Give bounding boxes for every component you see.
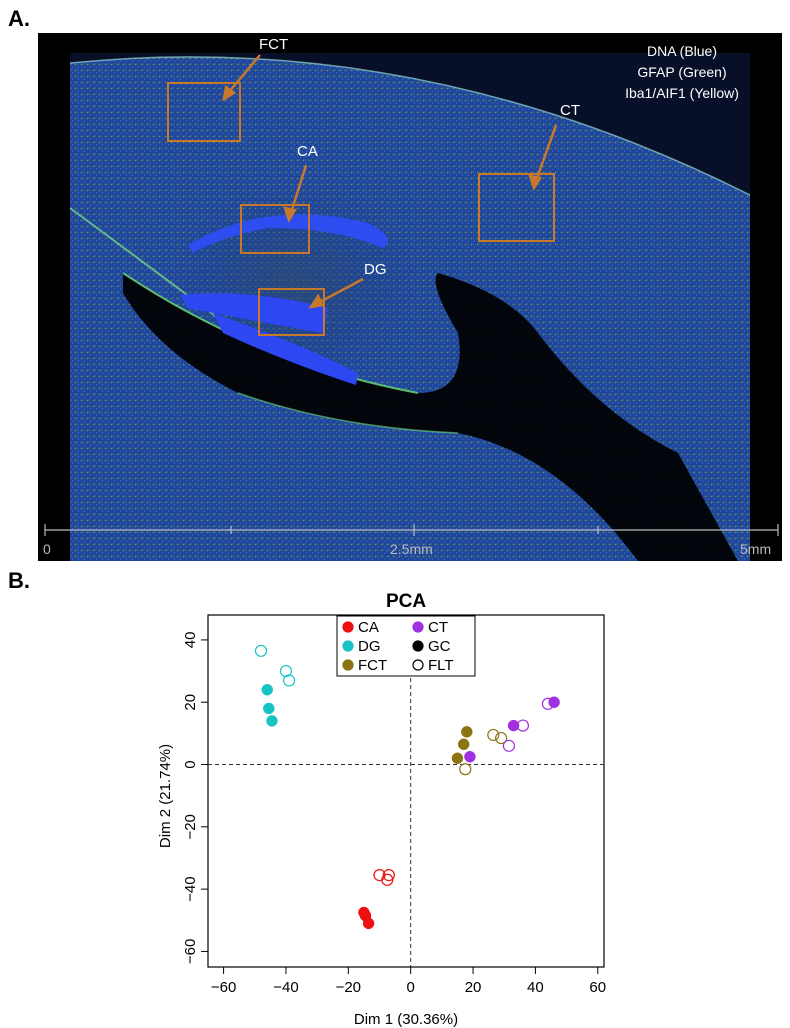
scale-label-0: 0 <box>43 541 51 557</box>
data-point-fct-filled <box>461 726 473 738</box>
y-tick-label: 40 <box>182 632 199 649</box>
roi-box-ct <box>478 173 555 242</box>
y-axis-label: Dim 2 (21.74%) <box>157 744 174 848</box>
legend-marker-flt <box>412 659 424 671</box>
data-point-ct-filled <box>507 719 520 732</box>
arrow-ca <box>289 164 308 214</box>
legend-label-ca: CA <box>358 619 379 636</box>
x-tick-label: −20 <box>336 979 361 996</box>
legend-marker-ca <box>342 621 354 633</box>
legend-iba1: Iba1/AIF1 (Yellow) <box>625 85 739 101</box>
y-tick-label: −20 <box>182 814 199 839</box>
scale-label-2-5mm: 2.5mm <box>390 541 433 557</box>
data-point-ct-open <box>541 697 554 710</box>
data-point-fct-open <box>487 728 500 742</box>
panel-a-label: A. <box>8 6 30 31</box>
data-point-ca-open <box>382 869 395 882</box>
scale-bar <box>44 524 779 536</box>
brain-micrograph: DNA (Blue) GFAP (Green) Iba1/AIF1 (Yello… <box>38 33 782 561</box>
data-point-fct-filled <box>451 752 464 765</box>
data-point-dg-open <box>282 674 296 687</box>
y-tick-label: 20 <box>182 694 199 711</box>
region-label-ca: CA <box>297 143 318 160</box>
legend-label-fct: FCT <box>358 657 387 674</box>
legend-box <box>336 615 476 677</box>
dg-band <box>180 293 358 385</box>
data-point-ct-filled <box>464 750 476 763</box>
data-point-dg-open <box>254 644 268 657</box>
x-tick-label: 0 <box>407 979 415 996</box>
x-tick-label: −60 <box>211 979 236 996</box>
chart-title: PCA <box>386 591 426 612</box>
legend-marker-fct <box>342 659 354 671</box>
legend-dna: DNA (Blue) <box>646 43 718 59</box>
y-tick-label: 0 <box>182 760 199 768</box>
ventricle <box>123 273 738 561</box>
data-point-fct-open <box>495 731 508 745</box>
data-point-ca-filled <box>362 917 375 930</box>
data-point-fct-filled <box>457 738 470 751</box>
arrow-fct <box>227 54 261 94</box>
legend-label-flt: FLT <box>428 657 454 674</box>
legend-marker-dg <box>342 640 354 652</box>
data-point-ct-open <box>516 719 530 732</box>
legend-gfap: GFAP (Green) <box>637 64 727 80</box>
scale-label-5mm: 5mm <box>740 541 772 557</box>
data-point-fct-open <box>459 763 472 776</box>
micrograph-drawing <box>44 53 779 561</box>
data-point-ct-open <box>502 739 515 752</box>
region-label-dg: DG <box>364 261 387 278</box>
x-tick-label: 60 <box>589 979 606 996</box>
data-point-dg-filled <box>266 715 278 727</box>
legend-label-gc: GC <box>428 638 451 655</box>
x-tick-label: 40 <box>527 979 544 996</box>
region-label-ct: CT <box>560 102 580 119</box>
x-axis-label: Dim 1 (30.36%) <box>354 1011 458 1028</box>
arrow-ct <box>534 124 558 182</box>
y-tick-label: −60 <box>182 939 199 964</box>
ca-band <box>188 214 388 253</box>
x-tick-label: −40 <box>273 979 298 996</box>
data-point-dg-filled <box>261 684 273 696</box>
data-point-dg-filled <box>263 702 275 715</box>
region-label-fct: FCT <box>259 36 289 53</box>
x-tick-label: 20 <box>465 979 482 996</box>
roi-box-ca <box>240 204 310 254</box>
arrow-dg <box>317 277 364 305</box>
pca-chart: PCA −60 −40 −20 0 20 40 60 −60 −40 −20 0 20 40 CA CT D… <box>157 591 606 1028</box>
legend-label-ct: CT <box>428 619 448 636</box>
panel-b-label: B. <box>8 568 30 593</box>
legend-marker-ct <box>412 621 424 633</box>
roi-box-dg <box>258 288 325 336</box>
plot-frame <box>207 614 605 968</box>
legend-label-dg: DG <box>358 638 381 655</box>
legend-marker-gc <box>412 640 424 652</box>
roi-box-fct <box>167 82 241 142</box>
y-tick-label: −40 <box>182 876 199 901</box>
data-point-ca-open <box>381 873 394 886</box>
